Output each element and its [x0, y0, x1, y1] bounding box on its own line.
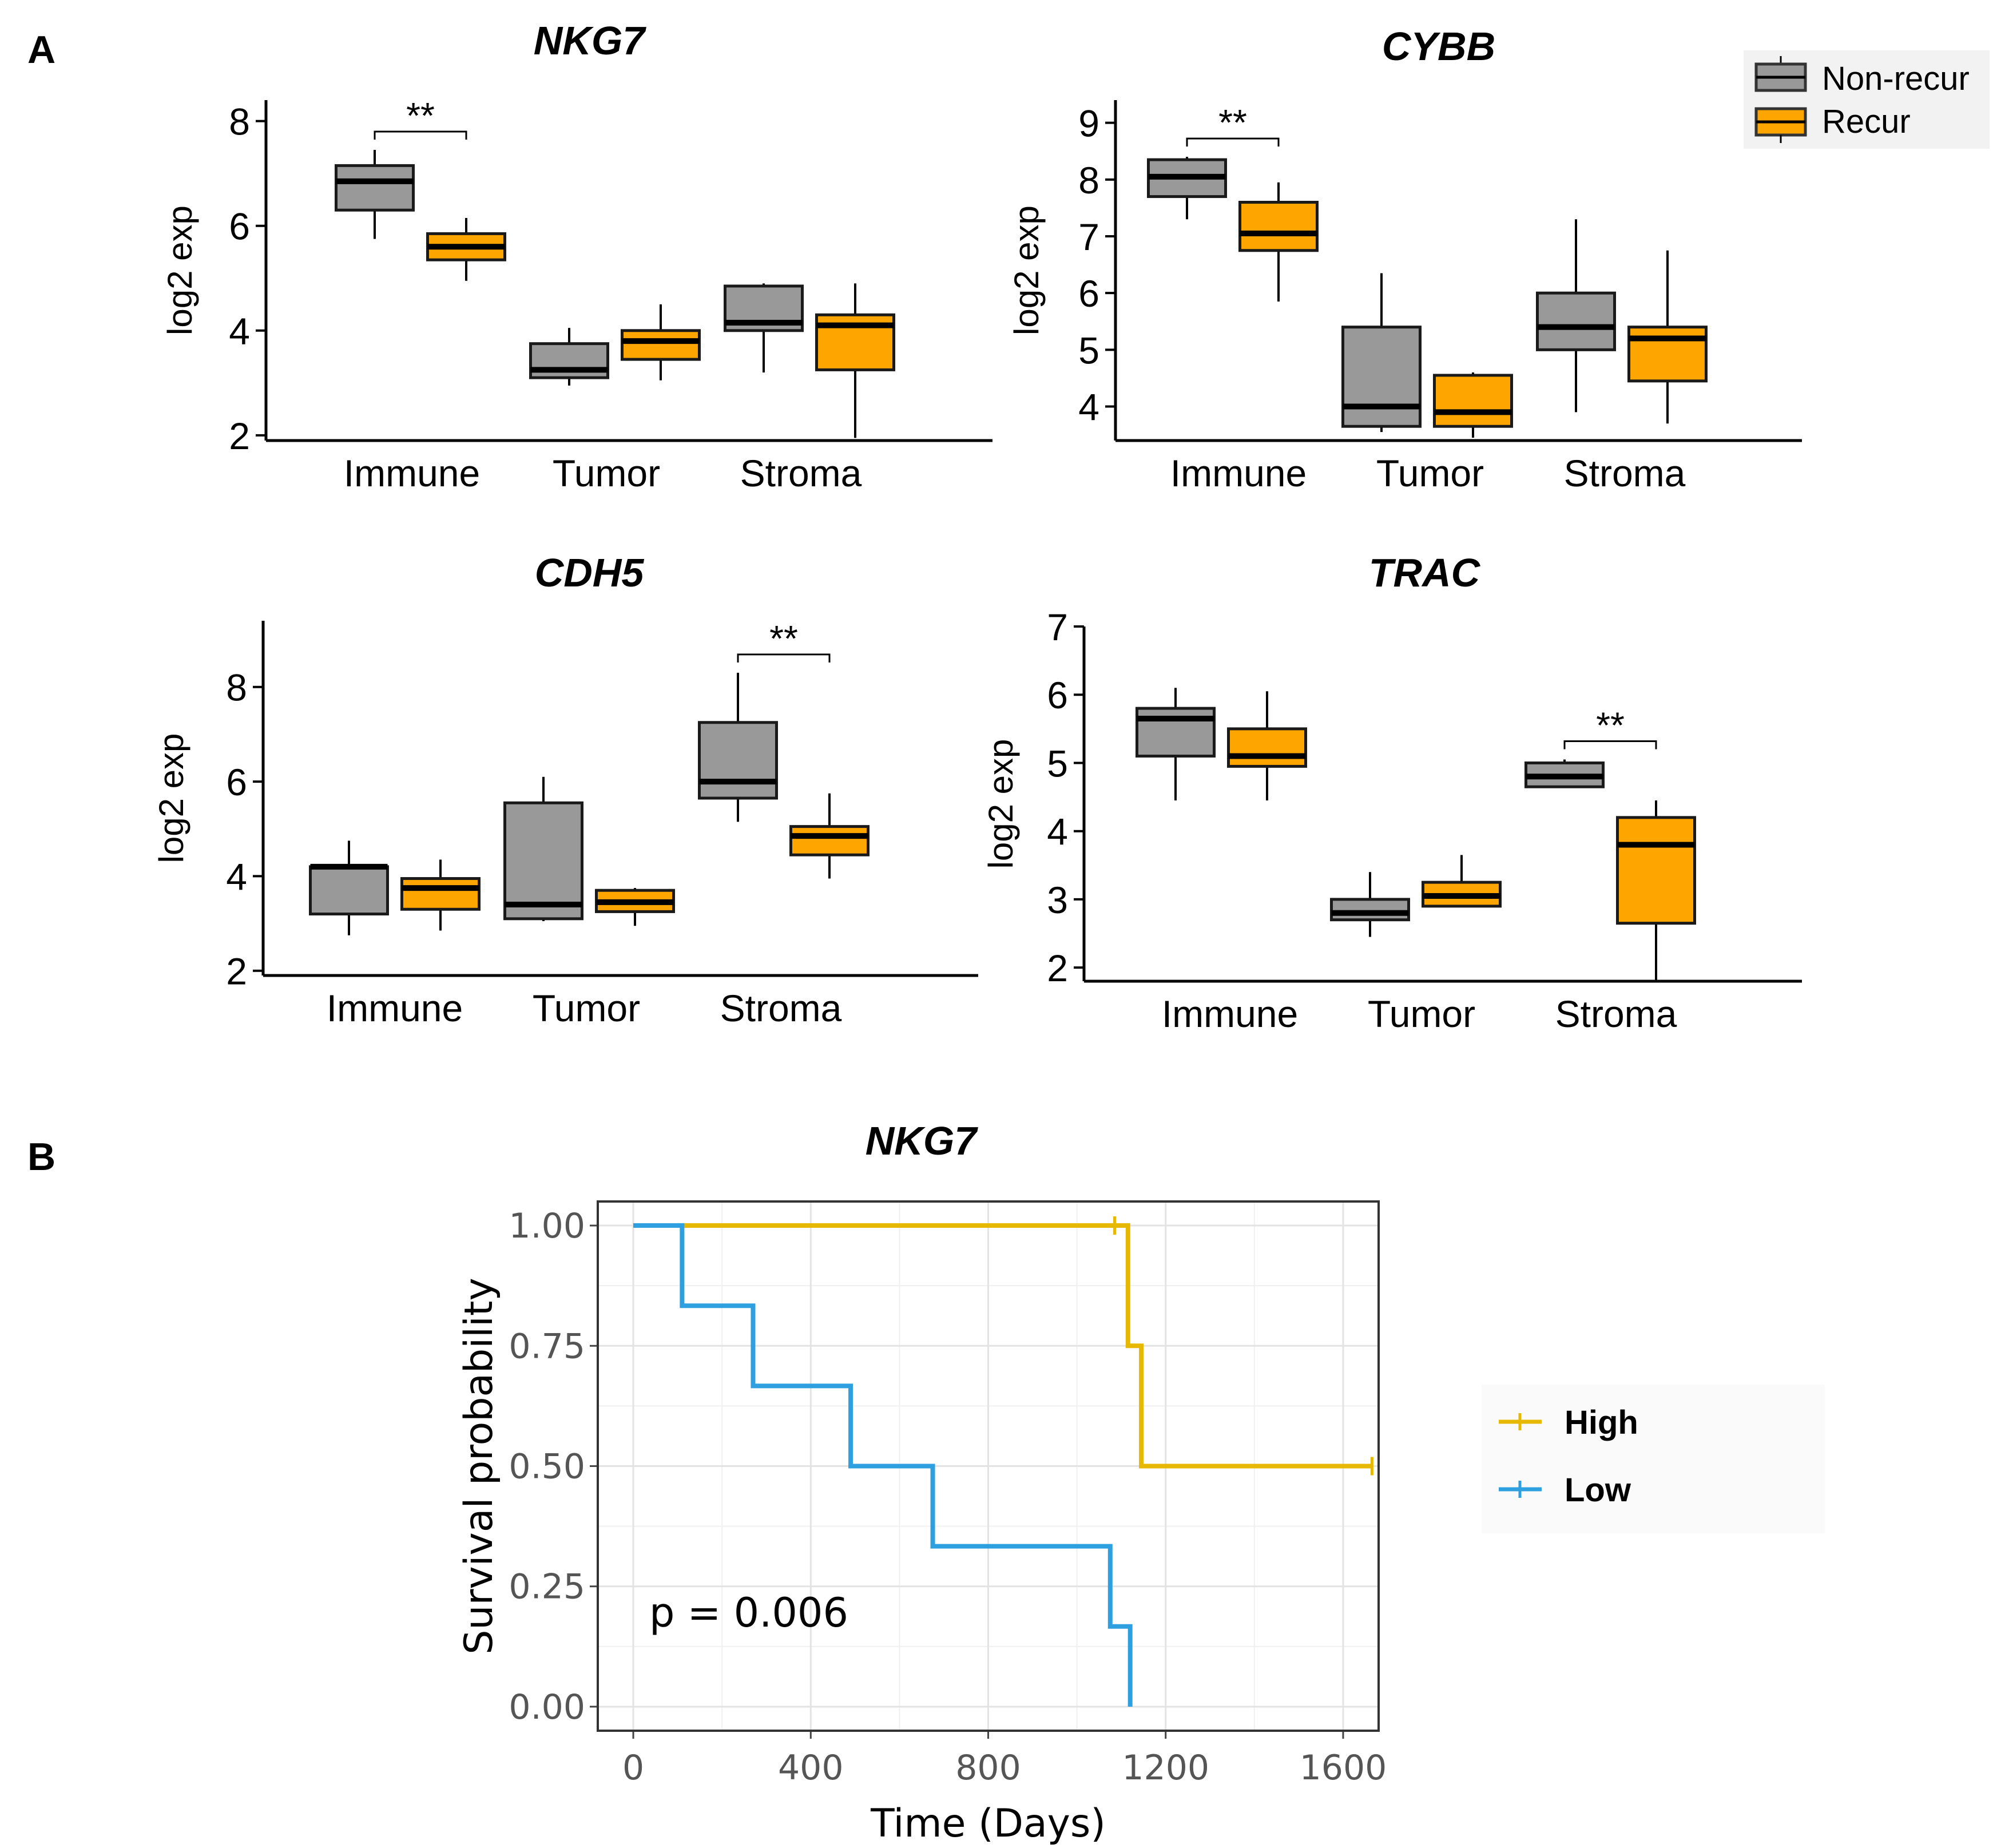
significance-stars: **: [1596, 705, 1625, 746]
x-category-label-tumor: Tumor: [1376, 452, 1484, 494]
legend-label-high: High: [1565, 1404, 1638, 1441]
x-category-label-tumor: Tumor: [553, 452, 660, 494]
y-tick-label: 7: [1047, 606, 1068, 648]
box-nonrecur-tumor: [1330, 898, 1410, 922]
box-recur-tumor: [1433, 374, 1513, 428]
x-category-label-immune: Immune: [1170, 452, 1307, 494]
y-tick-label: 6: [229, 205, 250, 248]
panel-label-b: B: [27, 1135, 55, 1179]
y-tick-label: 6: [1078, 272, 1099, 315]
box-recur-immune: [400, 877, 481, 911]
panel-label-a: A: [27, 28, 55, 72]
box-nonrecur-tumor: [1341, 326, 1422, 428]
y-tick-label: 4: [226, 855, 247, 898]
x-category-label-immune: Immune: [344, 452, 480, 494]
significance-stars: **: [406, 95, 435, 136]
p-value-annotation: p = 0.006: [649, 1589, 848, 1636]
significance-bracket: [1563, 740, 1657, 749]
y-axis-label: log2 exp: [152, 733, 190, 863]
significance-bracket: [374, 130, 467, 140]
box-recur-tumor: [621, 329, 701, 361]
km-plot-border: [597, 1200, 1380, 1732]
x-category-label-tumor: Tumor: [533, 987, 640, 1029]
y-tick-label: 8: [229, 101, 250, 143]
legend-label-non-recur: Non-recur: [1822, 60, 1970, 97]
chart-title-trac: TRAC: [1369, 550, 1481, 595]
y-tick-label: 6: [226, 761, 247, 803]
y-tick-label: 0.25: [509, 1567, 585, 1607]
x-category-label-stroma: Stroma: [740, 452, 862, 494]
y-tick-label: 8: [1078, 159, 1099, 201]
legend-label-low: Low: [1565, 1472, 1631, 1509]
box-nonrecur-stroma: [1536, 291, 1616, 351]
y-tick-label: 0.00: [509, 1687, 585, 1727]
y-tick-label: 2: [226, 950, 247, 993]
km-curve-low: [633, 1223, 1133, 1707]
chart-title-cdh5: CDH5: [535, 550, 645, 595]
box-recur-stroma: [1627, 326, 1708, 383]
y-tick-label: 2: [229, 415, 250, 457]
y-tick-label: 4: [1078, 386, 1099, 429]
x-tick-label: 1200: [1122, 1748, 1209, 1788]
box-nonrecur-immune: [1136, 707, 1216, 758]
legend-label-recur: Recur: [1822, 103, 1911, 140]
significance-stars: **: [769, 618, 798, 659]
y-axis-label: log2 exp: [161, 205, 199, 335]
x-category-label-stroma: Stroma: [1555, 993, 1677, 1035]
x-tick-label: 0: [622, 1748, 644, 1788]
y-tick-label: 5: [1078, 329, 1099, 371]
y-axis-label: log2 exp: [982, 739, 1020, 869]
x-tick-label: 400: [778, 1748, 844, 1788]
y-tick-label: 1.00: [509, 1206, 585, 1246]
boxplot-trac: TRAC 2 3 4 5 6 7 log2 exp Immune Tumor Stroma **: [982, 550, 1802, 1035]
x-category-label-tumor: Tumor: [1368, 993, 1475, 1035]
significance-bracket: [1186, 137, 1280, 147]
box-recur-immune: [1238, 201, 1319, 252]
box-nonrecur-immune: [335, 164, 415, 212]
y-tick-label: 8: [226, 667, 247, 709]
km-title: NKG7: [866, 1119, 979, 1163]
chart-title-nkg7: NKG7: [534, 18, 647, 63]
y-tick-label: 2: [1047, 947, 1068, 989]
legend-group: Non-recur Recur: [1744, 50, 1990, 149]
box-nonrecur-stroma: [698, 721, 778, 800]
boxplot-cybb: CYBB 4 5 6 7 8 9 log2 exp Immune Tumor Stroma **: [1007, 24, 1802, 494]
km-legend-background: [1482, 1385, 1825, 1533]
chart-title-cybb: CYBB: [1382, 24, 1495, 69]
y-tick-label: 3: [1047, 879, 1068, 921]
x-category-label-stroma: Stroma: [720, 987, 842, 1029]
km-survival-plot: NKG7 0 400 800 1200 1600 0.00 0.25 0.50 0.75 1.00 p…: [456, 1119, 1825, 1846]
y-tick-label: 0.50: [509, 1447, 585, 1487]
y-tick-label: 4: [1047, 811, 1068, 853]
y-tick-label: 4: [229, 310, 250, 352]
y-axis-label: log2 exp: [1007, 205, 1046, 335]
boxplot-nkg7: NKG7 2 4 6 8 log2 exp Immune Tumor Stroma **: [161, 18, 992, 494]
y-tick-label: 0.75: [509, 1326, 585, 1366]
box-nonrecur-tumor: [503, 801, 583, 921]
significance-bracket: [737, 653, 831, 663]
y-tick-label: 9: [1078, 102, 1099, 145]
x-category-label-immune: Immune: [1162, 993, 1298, 1035]
significance-stars: **: [1218, 102, 1247, 143]
x-category-label-immune: Immune: [327, 987, 463, 1029]
x-tick-label: 1600: [1300, 1748, 1387, 1788]
box-recur-stroma: [1616, 816, 1696, 925]
km-curve-high: [633, 1223, 1372, 1469]
y-axis-label: Survival probability: [456, 1278, 502, 1655]
box-recur-stroma: [789, 825, 870, 856]
box-recur-immune: [1227, 727, 1307, 768]
box-nonrecur-immune: [309, 865, 389, 916]
y-tick-label: 6: [1047, 674, 1068, 716]
boxplot-cdh5: CDH5 2 4 6 8 log2 exp Immune Tumor Stroma **: [152, 550, 978, 1029]
y-tick-label: 7: [1078, 216, 1099, 258]
x-tick-label: 800: [955, 1748, 1021, 1788]
x-axis-label: Time (Days): [870, 1801, 1106, 1846]
x-category-label-stroma: Stroma: [1564, 452, 1686, 494]
y-tick-label: 5: [1047, 742, 1068, 784]
